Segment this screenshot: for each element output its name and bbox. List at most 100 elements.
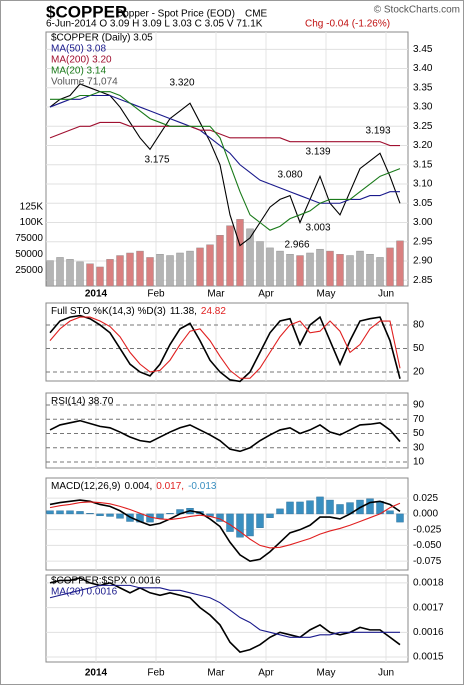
panel-title-text: RSI(14) 38.70 — [51, 396, 114, 407]
change: Chg -0.04 (-1.26%) — [305, 19, 390, 30]
y-tick-label: 0.0017 — [413, 602, 444, 613]
bar — [386, 247, 394, 287]
series-line — [49, 94, 400, 204]
credit: © StockCharts.com — [374, 5, 460, 16]
bar — [156, 513, 164, 519]
x-tick-label: Apr — [258, 668, 274, 679]
bar — [206, 244, 214, 287]
y2-tick-label: 125K — [20, 201, 44, 212]
bar — [76, 511, 84, 515]
legend-entry: MA(50) 3.08 — [51, 44, 106, 55]
bar — [106, 513, 114, 517]
y-tick-label: 3.00 — [413, 217, 433, 228]
y-tick-label: 0.0016 — [413, 627, 444, 638]
bar — [266, 247, 274, 287]
bar — [136, 250, 144, 287]
bar — [126, 252, 134, 287]
bar — [46, 260, 54, 287]
legend-entry: $COPPER:$SPX 0.0016 — [51, 576, 161, 587]
y-tick-label: 90 — [413, 400, 425, 411]
bar — [326, 499, 334, 515]
bar — [286, 254, 294, 287]
panel-title: RSI(14) 38.70 — [51, 396, 114, 407]
bar — [226, 225, 234, 287]
y-tick-label: 10 — [413, 457, 425, 468]
y-tick-label: 3.15 — [413, 159, 433, 170]
bar — [336, 254, 344, 287]
y2-tick-label: 25000 — [15, 265, 43, 276]
panel-title-text: MACD(12,26,9) — [51, 481, 120, 492]
x-tick-label: Jun — [378, 668, 394, 679]
bar — [106, 259, 114, 287]
price-annotation: 3.320 — [169, 78, 194, 89]
y-tick-label: 30 — [413, 442, 425, 453]
y-tick-label: 3.35 — [413, 82, 433, 93]
panel-title: Full STO %K(14,3) %D(3) 11.38, 24.82 — [51, 306, 226, 317]
bar — [66, 259, 74, 287]
series-line — [49, 419, 401, 453]
y-tick-label: -0.025 — [413, 524, 442, 535]
x-tick-label: Feb — [147, 668, 165, 679]
y-tick-label: 3.10 — [413, 179, 433, 190]
bar — [236, 513, 244, 538]
bar — [306, 500, 314, 515]
bar — [166, 513, 174, 515]
bar — [316, 248, 324, 287]
symbol: $COPPER — [46, 2, 127, 21]
y-tick-label: 0.000 — [413, 509, 438, 520]
bar — [366, 498, 374, 515]
bar — [306, 252, 314, 287]
series-line — [49, 584, 400, 638]
bar — [296, 255, 304, 287]
y2-tick-label: 50000 — [15, 249, 43, 260]
bar — [266, 513, 274, 518]
y-tick-label: 2.85 — [413, 275, 433, 286]
legend-value: -0.013 — [188, 481, 217, 492]
y-tick-label: 3.45 — [413, 44, 433, 55]
exchange: CME — [245, 9, 268, 20]
bar — [256, 241, 264, 287]
quote: 6-Jun-2014 O 3.09 H 3.09 L 3.03 C 3.05 V… — [46, 19, 263, 30]
x-tick-label: Mar — [207, 668, 225, 679]
series-line — [49, 83, 401, 247]
bar — [96, 513, 104, 517]
price-annotation: 2.966 — [284, 240, 309, 251]
price-annotation: 3.003 — [305, 223, 330, 234]
y-tick-label: 0.025 — [413, 493, 438, 504]
bar — [166, 255, 174, 287]
y-tick-label: 50 — [413, 428, 425, 439]
bar — [56, 510, 64, 515]
legend-entry: Volume 71,074 — [51, 77, 118, 88]
series-line — [49, 499, 401, 563]
y-tick-label: 0.0018 — [413, 578, 444, 589]
y-tick-label: -0.050 — [413, 540, 442, 551]
y-tick-label: 2.90 — [413, 256, 433, 267]
legend-entry: MA(200) 3.20 — [51, 55, 112, 66]
legend-entry: MA(20) 0.0016 — [51, 587, 118, 598]
price-annotation: 3.193 — [365, 126, 390, 137]
y-tick-label: 80 — [413, 320, 425, 331]
bar — [86, 263, 94, 287]
bar — [156, 254, 164, 287]
bar — [176, 252, 184, 287]
legend-value: 0.017, — [156, 481, 184, 492]
bar — [66, 510, 74, 515]
x-tick-label: Apr — [258, 289, 274, 300]
bar — [296, 501, 304, 515]
x-tick-label: May — [317, 668, 336, 679]
panel-frame — [45, 574, 409, 663]
bar — [216, 234, 224, 287]
bar — [396, 240, 404, 287]
y-tick-label: 3.40 — [413, 63, 433, 74]
bar — [96, 266, 104, 287]
y-tick-label: 0.0015 — [413, 652, 444, 663]
bar — [246, 228, 254, 287]
legend-entry: MA(20) 3.14 — [51, 66, 106, 77]
y-tick-label: 3.20 — [413, 140, 433, 151]
series-line — [49, 316, 401, 379]
bar — [276, 250, 284, 287]
bar — [346, 255, 354, 287]
bar — [396, 513, 404, 523]
bar — [86, 513, 94, 515]
bar — [366, 254, 374, 287]
